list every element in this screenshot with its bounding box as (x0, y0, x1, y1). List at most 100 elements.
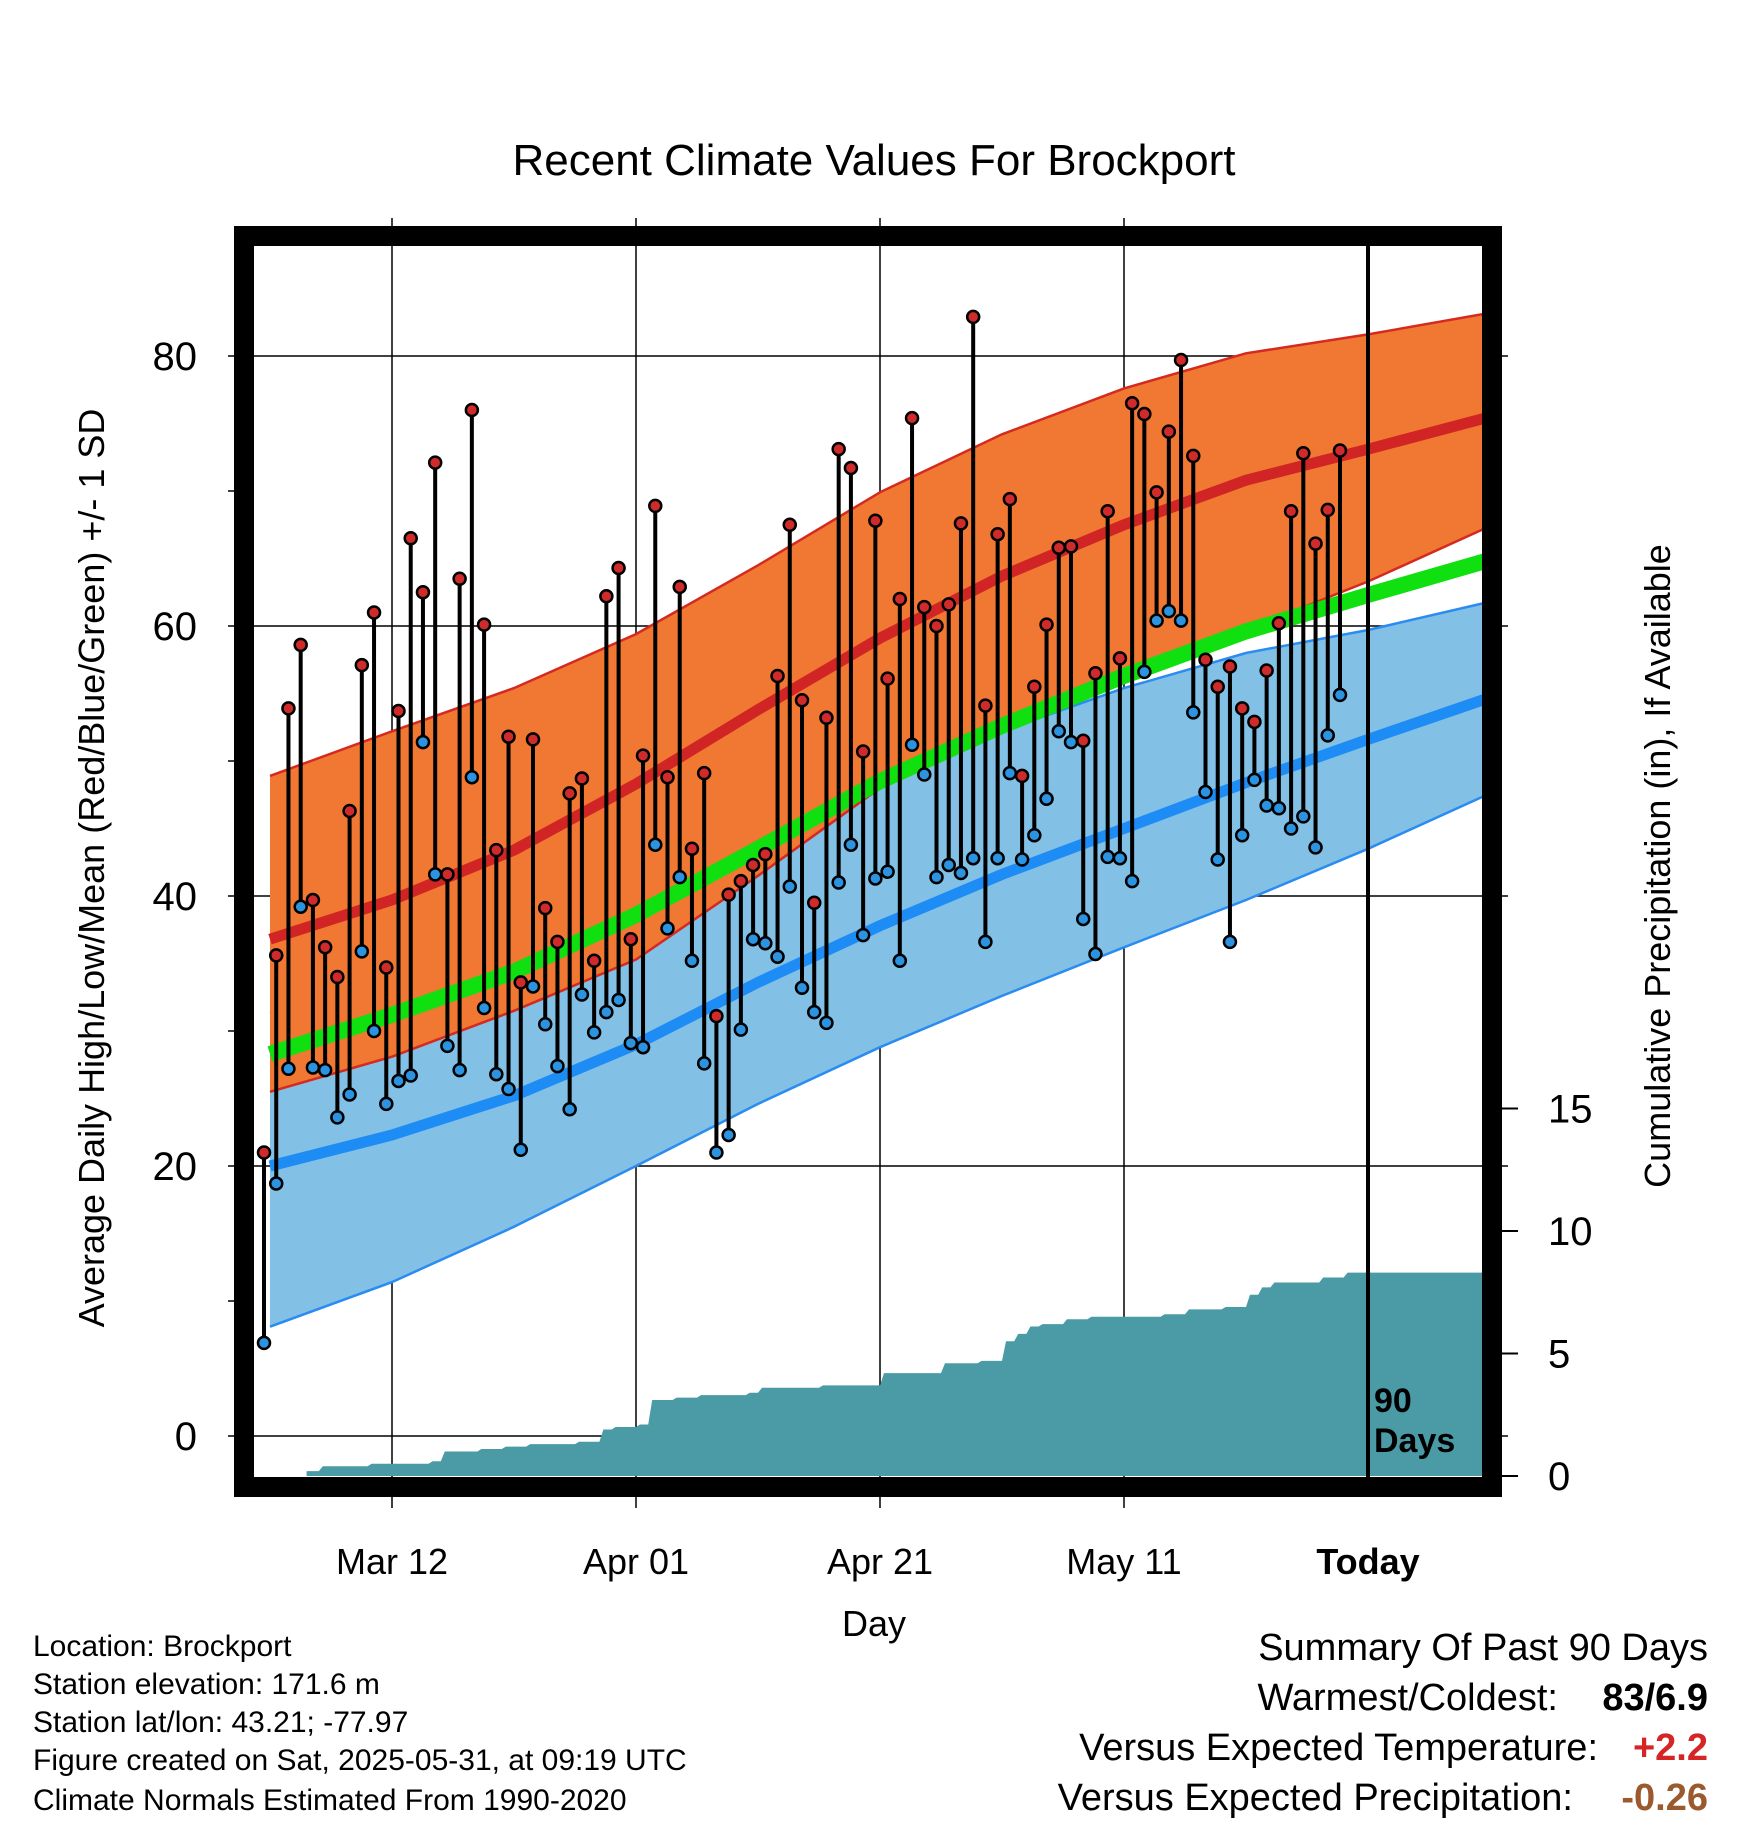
daily-high-point-74 (1149, 485, 1164, 500)
daily-low-point-30 (611, 992, 626, 1008)
daily-high-point-36 (684, 841, 700, 856)
daily-high-point-6 (317, 940, 333, 955)
summary-row-precipitation: Versus Expected Precipitation: -0.26 (808, 1777, 1708, 1827)
daily-low-point-24 (537, 1017, 553, 1032)
daily-high-point-79 (1210, 679, 1225, 694)
daily-low-point-70 (1100, 849, 1115, 865)
daily-high-point-81 (1234, 701, 1250, 716)
daily-low-point-33 (648, 837, 663, 852)
y2-tick-label-15: 15 (1548, 1088, 1593, 1132)
precipitation-area (306, 1272, 1482, 1476)
daily-low-point-87 (1308, 840, 1323, 855)
daily-high-point-12 (391, 703, 406, 719)
x-tick-label-apr-01: Apr 01 (583, 1541, 689, 1582)
daily-low-point-48 (831, 875, 846, 890)
today-days-label-word: Days (1374, 1422, 1455, 1460)
summary-row-temperature: Versus Expected Temperature: +2.2 (808, 1727, 1708, 1777)
daily-high-point-3 (281, 701, 296, 716)
y2-tick-label-5: 5 (1548, 1333, 1570, 1377)
daily-low-point-9 (354, 944, 370, 959)
daily-high-point-14 (415, 585, 431, 600)
daily-low-point-57 (941, 857, 956, 873)
daily-high-point-53 (892, 591, 908, 607)
daily-low-point-46 (806, 1004, 822, 1020)
daily-low-point-39 (721, 1127, 736, 1143)
daily-high-point-15 (427, 455, 443, 470)
daily-high-point-1 (256, 1145, 272, 1160)
daily-high-point-76 (1173, 352, 1189, 368)
daily-high-point-16 (440, 867, 455, 882)
daily-low-point-10 (366, 1023, 382, 1039)
daily-high-point-58 (953, 516, 969, 531)
daily-high-point-88 (1320, 502, 1336, 518)
daily-low-point-52 (880, 864, 895, 879)
today-days-label-number: 90 (1374, 1382, 1412, 1420)
daily-low-point-83 (1259, 798, 1274, 813)
daily-low-point-15 (427, 867, 443, 882)
daily-low-point-8 (342, 1087, 357, 1102)
y2-tick-label-10: 10 (1548, 1210, 1593, 1254)
cumulative-precip-area (306, 1272, 1482, 1476)
daily-high-point-41 (745, 857, 761, 873)
daily-high-point-65 (1039, 617, 1054, 632)
daily-low-point-71 (1112, 850, 1128, 866)
daily-low-point-22 (513, 1142, 529, 1158)
daily-low-point-79 (1210, 852, 1225, 867)
daily-low-point-56 (929, 869, 944, 885)
chart-title: Recent Climate Values For Brockport (512, 136, 1235, 185)
daily-low-point-20 (489, 1066, 504, 1082)
daily-low-point-78 (1198, 784, 1213, 800)
daily-high-point-83 (1259, 663, 1274, 678)
warmest-coldest-value: 83/6.9 (1602, 1677, 1708, 1719)
daily-low-point-61 (990, 850, 1005, 866)
daily-low-point-40 (733, 1022, 749, 1037)
daily-high-point-18 (464, 402, 480, 418)
daily-low-point-60 (978, 934, 993, 950)
daily-high-point-70 (1100, 504, 1115, 519)
daily-high-point-67 (1063, 539, 1079, 554)
daily-low-point-86 (1296, 809, 1311, 824)
daily-high-point-25 (550, 934, 565, 950)
daily-low-point-75 (1161, 603, 1177, 619)
daily-low-point-21 (501, 1081, 516, 1097)
daily-high-point-77 (1186, 448, 1201, 464)
daily-high-point-33 (648, 498, 663, 514)
daily-high-point-30 (611, 560, 626, 576)
precip-vs-expected-label: Versus Expected Precipitation: (1057, 1777, 1573, 1819)
daily-low-point-25 (550, 1058, 565, 1074)
y2-axis-label: Cumulative Precipitation (in), If Availa… (1637, 544, 1678, 1188)
daily-high-low-series (256, 309, 1348, 1351)
daily-low-point-41 (745, 931, 761, 947)
daily-low-point-23 (525, 979, 541, 994)
daily-high-point-56 (929, 618, 944, 634)
daily-high-point-19 (476, 617, 492, 632)
daily-high-point-61 (990, 526, 1005, 542)
daily-low-point-7 (330, 1110, 345, 1125)
daily-low-point-77 (1186, 705, 1201, 720)
daily-high-point-4 (293, 637, 308, 653)
daily-low-point-34 (660, 921, 675, 936)
daily-high-point-9 (354, 657, 370, 673)
daily-high-point-13 (403, 531, 418, 546)
normals-text: Climate Normals Estimated From 1990-2020 (33, 1784, 627, 1817)
daily-high-point-42 (758, 846, 773, 862)
summary-row-warmest: Warmest/Coldest: 83/6.9 (808, 1677, 1708, 1727)
daily-high-point-38 (709, 1008, 724, 1024)
daily-high-point-44 (782, 517, 798, 532)
daily-high-point-29 (599, 589, 614, 604)
daily-low-point-35 (672, 869, 687, 885)
daily-low-point-5 (305, 1060, 321, 1075)
daily-high-point-64 (1027, 679, 1042, 694)
high-normal-mean-line (268, 413, 1482, 945)
daily-high-point-8 (342, 803, 357, 819)
daily-low-point-37 (696, 1056, 712, 1071)
daily-low-point-84 (1271, 801, 1287, 816)
daily-low-point-67 (1063, 734, 1079, 750)
daily-high-point-80 (1222, 659, 1238, 674)
daily-low-point-85 (1283, 821, 1299, 836)
daily-high-point-46 (806, 895, 822, 910)
daily-low-point-74 (1149, 613, 1164, 628)
y-axis-label: Average Daily High/Low/Mean (Red/Blue/Gr… (71, 409, 112, 1328)
daily-high-point-50 (855, 744, 871, 759)
daily-low-point-17 (452, 1062, 467, 1078)
